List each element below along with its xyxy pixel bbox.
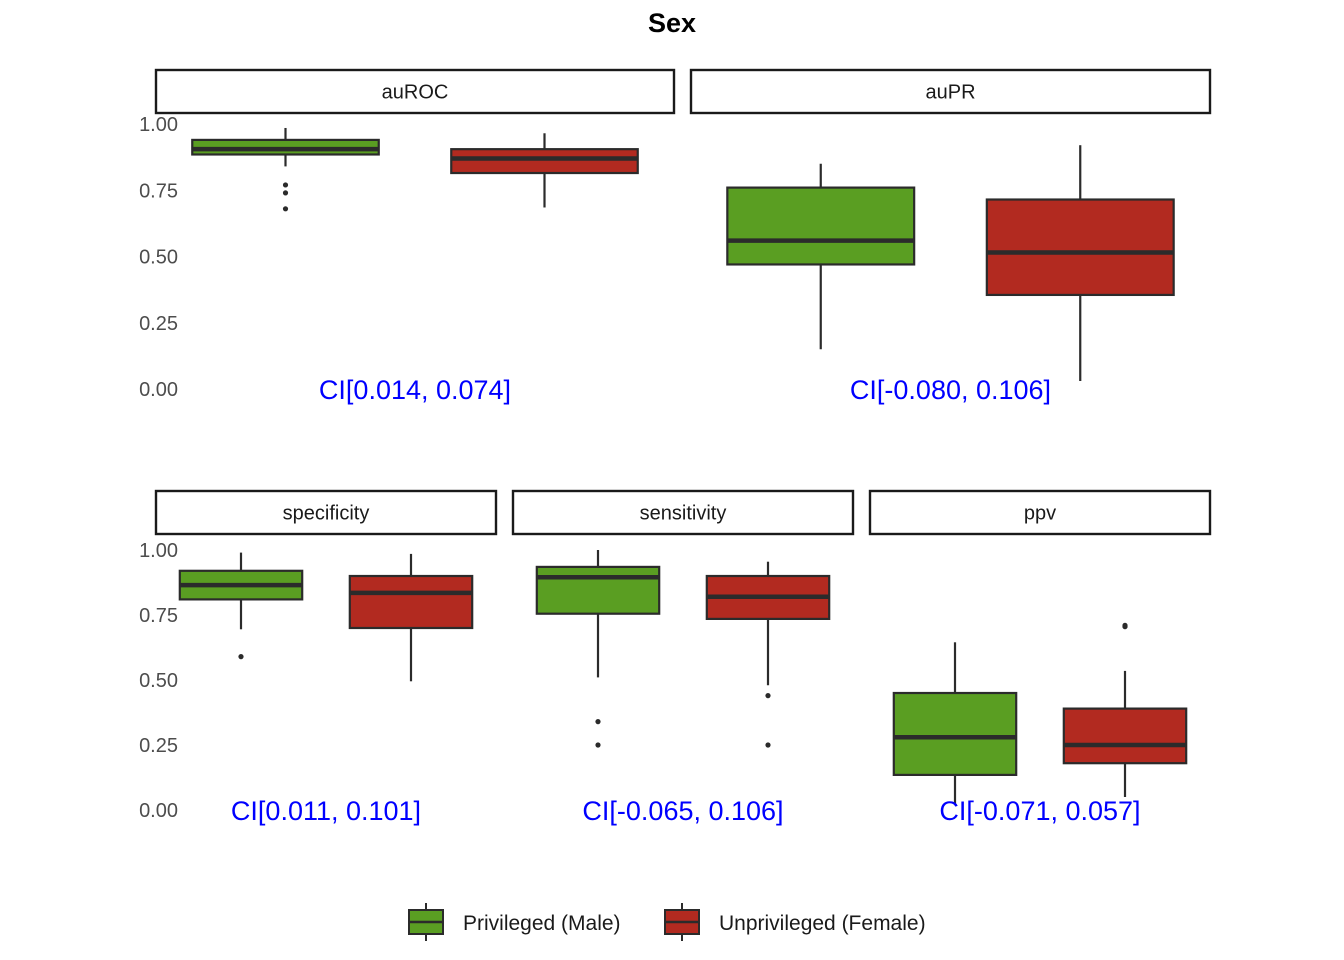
iqr-box: [892, 691, 1018, 777]
box-unprivileged: [705, 561, 831, 748]
iqr-box: [1062, 707, 1188, 765]
box-unprivileged: [450, 133, 639, 208]
facet-strip-label: ppv: [1024, 503, 1056, 525]
outlier-point: [595, 719, 601, 725]
ci-annotation: CI[0.011, 0.101]: [231, 796, 421, 826]
chart-title: Sex: [648, 8, 696, 38]
outlier-point: [1122, 622, 1128, 629]
facet-strip-label: auROC: [382, 82, 449, 104]
iqr-box: [535, 565, 661, 615]
panel-sensitivity: sensitivity CI[-0.065, 0.106]: [511, 489, 855, 826]
ci-annotation: CI[-0.065, 0.106]: [582, 796, 783, 826]
facet-panels: 0.00 0.25 0.50 0.75 1.00 auROC CI[0.014, 0.074…: [139, 68, 1212, 826]
ci-annotation: CI[-0.071, 0.057]: [939, 796, 1140, 826]
y-tick-label: 0.75: [139, 180, 178, 202]
y-tick-label: 1.00: [139, 114, 178, 136]
iqr-box: [450, 148, 639, 175]
facet-strip: [511, 489, 855, 536]
outlier-point: [595, 742, 601, 748]
box-privileged: [726, 163, 916, 350]
facet-strip: [689, 68, 1212, 115]
y-tick-label: 0.00: [139, 379, 178, 401]
outlier-point: [238, 654, 244, 660]
legend-item: Privileged (Male): [408, 903, 621, 941]
box-privileged: [178, 552, 304, 660]
iqr-box: [985, 198, 1175, 297]
panel-specificity: specificity CI[0.011, 0.101]: [154, 489, 498, 826]
outlier-point: [282, 182, 289, 188]
outlier-point: [765, 693, 771, 699]
y-tick-label: 0.50: [139, 670, 178, 692]
iqr-box: [348, 574, 474, 630]
y-tick-label: 0.50: [139, 247, 178, 269]
facet-strip-label: auPR: [925, 82, 975, 104]
box-unprivileged: [985, 145, 1175, 382]
box-unprivileged: [1062, 622, 1188, 797]
y-tick-label: 0.00: [139, 800, 178, 822]
facet-strip-label: sensitivity: [640, 503, 727, 525]
y-tick-label: 0.75: [139, 605, 178, 627]
panel-auROC: auROC CI[0.014, 0.074]: [154, 68, 676, 405]
y-tick-label: 0.25: [139, 735, 178, 757]
facet-strip: [154, 489, 498, 536]
ci-annotation: CI[0.014, 0.074]: [319, 375, 511, 405]
legend-label: Unprivileged (Female): [719, 912, 926, 935]
legend-item: Unprivileged (Female): [664, 903, 926, 941]
outlier-point: [765, 742, 771, 748]
panel-ppv: ppv CI[-0.071, 0.057]: [868, 489, 1212, 826]
ci-annotation: CI[-0.080, 0.106]: [850, 375, 1051, 405]
y-tick-label: 0.25: [139, 313, 178, 335]
box-privileged: [892, 642, 1018, 805]
legend: Privileged (Male) Unprivileged (Female): [408, 903, 926, 941]
box-unprivileged: [348, 553, 474, 682]
facet-strip-label: specificity: [283, 503, 370, 525]
y-tick-label: 1.00: [139, 540, 178, 562]
outlier-point: [282, 190, 289, 196]
iqr-box: [726, 186, 916, 266]
facet-strip: [868, 489, 1212, 536]
box-privileged: [191, 127, 380, 212]
legend-label: Privileged (Male): [463, 912, 621, 935]
facet-strip: [154, 68, 676, 115]
box-privileged: [535, 550, 661, 748]
panel-auPR: auPR CI[-0.080, 0.106]: [689, 68, 1212, 405]
outlier-point: [282, 206, 289, 212]
